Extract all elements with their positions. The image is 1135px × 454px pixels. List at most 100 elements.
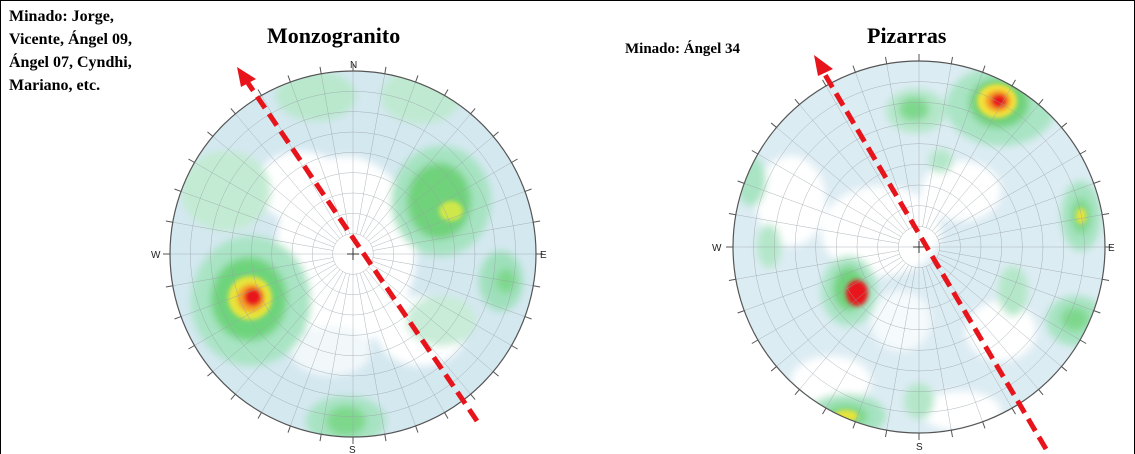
grid-spoke <box>362 271 445 413</box>
rim-tick <box>1102 212 1110 216</box>
rim-tick <box>188 158 195 163</box>
right-polar-grid <box>733 61 1105 433</box>
grid-spoke <box>776 127 904 234</box>
rim-tick <box>950 56 954 64</box>
right-trend-arrow <box>814 55 1049 451</box>
grid-spoke <box>938 253 1094 311</box>
rim-tick <box>982 421 986 429</box>
grid-spoke <box>235 113 341 239</box>
rim-tick <box>524 188 532 192</box>
grid-spoke <box>936 257 1081 341</box>
grid-spoke <box>735 250 899 280</box>
grid-spoke <box>320 273 350 435</box>
rim-tick <box>257 412 262 419</box>
grid-spoke <box>372 191 526 248</box>
grid-spoke <box>757 257 902 341</box>
grid-spoke <box>929 264 1013 409</box>
grid-spoke <box>365 113 471 239</box>
rim-tick <box>1079 150 1087 155</box>
rim-tick <box>533 220 541 223</box>
grid-spoke <box>261 271 344 413</box>
rim-tick <box>511 345 518 350</box>
grid-spoke <box>172 257 334 287</box>
rim-tick <box>492 131 499 137</box>
left-south-label: S <box>349 445 356 454</box>
left-mining-note-line: Mariano, etc. <box>9 77 101 94</box>
grid-spoke <box>359 81 416 235</box>
rim-tick <box>1079 339 1087 344</box>
grid-spoke <box>172 221 334 251</box>
rim-tick <box>165 285 173 288</box>
grid-spoke <box>939 214 1103 244</box>
left-stereonet: N S E W <box>151 60 547 454</box>
grid-spoke <box>939 250 1103 280</box>
rim-tick <box>174 188 182 192</box>
grid-spoke <box>936 153 1081 237</box>
left-west-label: W <box>151 250 161 261</box>
rim-tick <box>852 65 856 73</box>
grid-spoke <box>372 221 534 251</box>
left-center-cross <box>347 248 359 260</box>
rim-tick <box>1061 122 1068 128</box>
left-polar-grid <box>170 71 536 437</box>
rim-tick <box>511 158 518 163</box>
rim-tick <box>415 75 419 83</box>
rim-tick <box>728 278 736 282</box>
rim-tick <box>533 285 541 288</box>
left-north-label: N <box>350 60 357 71</box>
grid-spoke <box>235 269 341 395</box>
left-mining-note: Minado: Jorge, Vicente, Ángel 09, Ángel … <box>9 5 132 97</box>
left-mining-note-line: Ángel 07, Cyndhi, <box>9 54 132 71</box>
rim-tick <box>384 434 387 442</box>
rim-tick <box>444 412 449 419</box>
grid-spoke <box>368 266 494 372</box>
rim-tick <box>1038 98 1044 105</box>
rim-tick <box>470 108 476 115</box>
rim-tick <box>230 108 236 115</box>
rim-tick <box>770 366 777 372</box>
left-rim-ticks <box>163 64 543 444</box>
rim-tick <box>728 212 736 216</box>
right-arrow-shaft <box>821 71 1049 451</box>
grid-spoke <box>757 153 902 237</box>
rim-tick <box>1038 389 1044 396</box>
grid-spoke <box>735 214 899 244</box>
grid-spoke <box>922 267 952 431</box>
rim-tick <box>165 220 173 223</box>
rim-tick <box>852 421 856 429</box>
grid-spoke <box>932 104 1039 232</box>
grid-spoke <box>290 81 347 235</box>
grid-spoke <box>356 273 386 435</box>
grid-spoke <box>886 63 916 227</box>
grid-spoke <box>929 85 1013 230</box>
grid-spoke <box>938 183 1094 241</box>
left-arrow-shaft <box>245 81 480 423</box>
grid-spoke <box>362 95 445 237</box>
rim-tick <box>207 131 214 137</box>
grid-spoke <box>925 72 983 228</box>
right-center-cross <box>913 241 925 253</box>
rim-tick <box>257 89 262 96</box>
grid-spoke <box>744 253 900 311</box>
rim-tick <box>470 393 476 400</box>
grid-spoke <box>290 273 347 427</box>
grid-spoke <box>925 266 983 422</box>
rim-tick <box>444 89 449 96</box>
rim-tick <box>287 425 291 433</box>
rim-tick <box>751 150 759 155</box>
rim-tick <box>492 371 499 377</box>
grid-spoke <box>372 260 526 317</box>
grid-spoke <box>372 257 534 287</box>
left-east-label: E <box>540 250 547 261</box>
grid-spoke <box>370 263 512 346</box>
rim-tick <box>1011 407 1016 415</box>
grid-spoke <box>212 266 338 372</box>
grid-spoke <box>855 266 913 422</box>
grid-spoke <box>368 136 494 242</box>
grid-spoke <box>356 73 386 235</box>
right-mining-note: Minado: Ángel 34 <box>625 38 740 61</box>
grid-spoke <box>370 162 512 245</box>
rim-tick <box>1093 180 1101 184</box>
grid-spoke <box>825 85 909 230</box>
